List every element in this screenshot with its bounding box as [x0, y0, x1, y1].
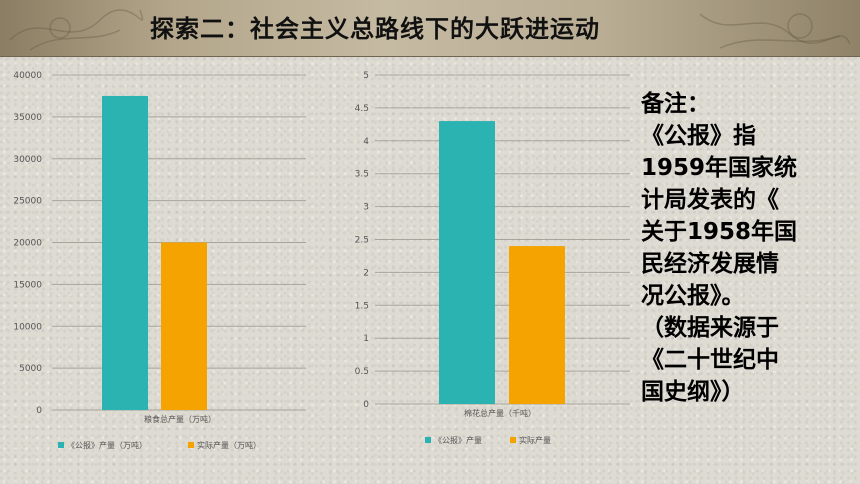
y-tick-label: 20000 — [13, 239, 42, 249]
note-line: 况公报》。 — [641, 283, 745, 309]
y-tick-label: 0 — [363, 400, 369, 410]
y-tick-label: 3 — [363, 203, 369, 213]
legend-swatch — [510, 437, 516, 443]
bar — [161, 242, 207, 410]
y-tick-label: 25000 — [13, 197, 42, 207]
y-tick-label: 15000 — [13, 280, 42, 290]
bar — [439, 121, 495, 404]
legend-swatch — [188, 442, 194, 448]
banner-ornament — [9, 9, 851, 51]
y-tick-label: 1.5 — [355, 301, 369, 311]
legend-label: 实际产量 — [519, 435, 551, 445]
y-tick-label: 4 — [363, 137, 369, 147]
y-tick-label: 30000 — [13, 155, 42, 165]
bar — [509, 246, 565, 404]
y-tick-label: 2.5 — [355, 236, 369, 246]
y-tick-label: 40000 — [13, 71, 42, 81]
note-line: 民经济发展情 — [641, 251, 779, 277]
title-banner: 探索二：社会主义总路线下的大跃进运动 — [0, 0, 860, 57]
note-line: 国史纲》） — [641, 379, 745, 405]
note-text: 备注： 《公报》指 1959年国家统 计局发表的《 关于1958年国 民经济发展… — [641, 88, 841, 408]
y-tick-label: 35000 — [13, 113, 42, 123]
legend-label: 《公报》产量（万吨） — [67, 440, 147, 450]
y-tick-label: 0 — [36, 406, 42, 416]
y-tick-label: 5000 — [19, 364, 42, 374]
x-category-label: 棉花总产量（千吨） — [464, 408, 536, 418]
legend-label: 实际产量（万吨） — [197, 440, 261, 450]
note-line: （数据来源于 — [641, 315, 779, 341]
bar — [102, 95, 148, 410]
note-line: 备注： — [641, 91, 710, 117]
grain-output-chart: 0 5000 10000 15000 20000 25000 30000 35000 40000… — [13, 71, 306, 450]
x-category-label: 粮食总产量（万吨） — [144, 414, 216, 424]
cotton-output-chart: 0 0.5 1 1.5 2 2.5 3 3.5 4 4.5 5 棉花总产量（千吨） 《公报》产量 实际产量 — [355, 71, 630, 445]
legend-swatch — [58, 442, 64, 448]
legend-label: 《公报》产量 — [434, 435, 482, 445]
note-line: 关于1958年国 — [641, 219, 798, 245]
y-tick-label: 10000 — [13, 322, 42, 332]
note-line: 《公报》指 — [641, 123, 756, 149]
y-tick-label: 4.5 — [355, 104, 369, 114]
slide-title: 探索二：社会主义总路线下的大跃进运动 — [150, 15, 600, 43]
legend-swatch — [425, 437, 431, 443]
y-tick-label: 0.5 — [355, 367, 369, 377]
y-tick-label: 1 — [363, 334, 369, 344]
note-line: 《二十世纪中 — [641, 347, 779, 373]
y-tick-label: 3.5 — [355, 170, 369, 180]
note-line: 1959年国家统 — [641, 155, 798, 181]
y-tick-label: 5 — [363, 71, 369, 81]
note-line: 计局发表的《 — [641, 187, 779, 213]
y-tick-label: 2 — [363, 268, 369, 278]
